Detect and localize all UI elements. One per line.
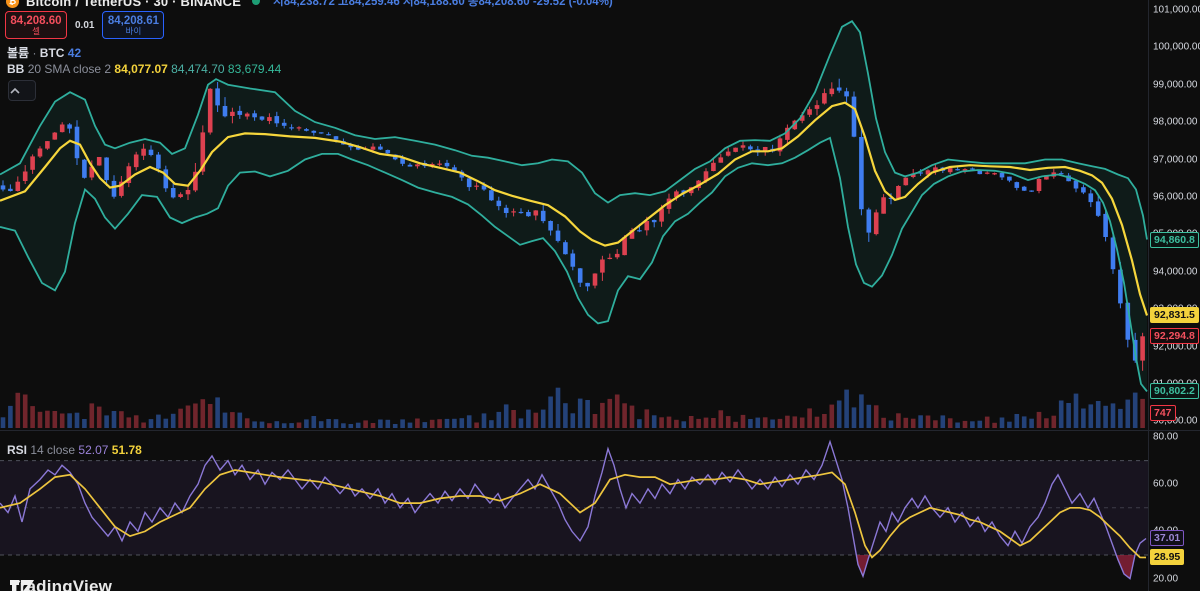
buy-label: 바이 <box>125 25 142 36</box>
axis-price-label: 92,831.5 <box>1150 307 1199 324</box>
bitcoin-icon: ₿ <box>6 0 19 8</box>
sell-price: 84,208.60 <box>10 14 62 27</box>
rsi-tick-label: 60.00 <box>1153 478 1179 490</box>
volume-legend-title: 볼륨 <box>7 46 30 60</box>
main-price-pane[interactable] <box>0 0 1148 430</box>
bb-legend[interactable]: BB 20 SMA close 2 84,077.07 84,474.70 83… <box>7 62 281 76</box>
bb-upper-value: 84,474.70 <box>171 62 225 76</box>
spread-value: 0.01 <box>75 19 95 31</box>
price-tick-label: 90,000.00 <box>1153 415 1198 427</box>
volume-legend-value: 42 <box>67 46 82 60</box>
sell-label: 셀 <box>32 25 40 36</box>
volume-layer <box>0 387 1145 428</box>
axis-price-label: 747 <box>1150 405 1176 421</box>
symbol-header: ₿ Bitcoin / TetherUS · 30 · BINANCE 시84,… <box>6 0 613 9</box>
rsi-legend-params: 14 close <box>30 443 76 457</box>
buy-button[interactable]: 84,208.61 바이 <box>102 11 165 39</box>
order-buttons: 84,208.60 셀 0.01 84,208.61 바이 <box>5 11 165 39</box>
axis-price-label: 90,802.2 <box>1150 383 1199 400</box>
pane-divider[interactable] <box>0 430 1200 431</box>
ohlc-values: 시84,238.72 고84,259.46 저84,188.60 종84,208… <box>273 0 613 8</box>
rsi-pane[interactable] <box>0 431 1148 591</box>
symbol-title[interactable]: Bitcoin / TetherUS · 30 · BINANCE <box>26 0 242 9</box>
chevron-up-icon <box>10 87 20 94</box>
axis-price-label: 92,294.8 <box>1150 327 1199 344</box>
price-tick-label: 96,000.00 <box>1153 191 1198 203</box>
volume-legend-unit: BTC <box>39 46 65 60</box>
rsi-oversold-fill <box>0 555 1148 579</box>
rsi-legend[interactable]: RSI 14 close 52.07 51.78 <box>7 443 142 457</box>
bb-basis-value: 84,077.07 <box>114 62 168 76</box>
volume-legend[interactable]: 볼륨 · BTC 42 <box>7 44 81 61</box>
tradingview-logo[interactable]: TradingView <box>10 577 112 591</box>
price-tick-label: 97,000.00 <box>1153 154 1198 166</box>
buy-price: 84,208.61 <box>107 14 160 27</box>
rsi-ma-value: 51.78 <box>111 443 142 457</box>
bb-lower-value: 83,679.44 <box>227 62 282 76</box>
rsi-legend-title: RSI <box>7 443 28 457</box>
rsi-value: 52.07 <box>78 443 109 457</box>
bb-bands-layer <box>0 20 1148 392</box>
price-axis[interactable]: 101,000.00 100,000.00 99,000.00 98,000.00 97… <box>1148 0 1200 591</box>
axis-price-label: 37.01 <box>1150 530 1185 547</box>
rsi-tick-label: 20.00 <box>1153 573 1179 585</box>
price-tick-label: 98,000.00 <box>1153 116 1198 128</box>
sell-button[interactable]: 84,208.60 셀 <box>5 11 67 39</box>
collapse-pane-button[interactable] <box>8 80 36 101</box>
rsi-ma-line <box>0 469 1147 559</box>
bb-legend-params: 20 SMA close 2 <box>27 62 112 76</box>
rsi-tick-label: 80.00 <box>1153 431 1179 443</box>
price-tick-label: 94,000.00 <box>1153 266 1198 278</box>
axis-price-label: 28.95 <box>1150 549 1185 566</box>
tradingview-mark-icon <box>10 580 34 591</box>
bb-legend-title: BB <box>7 62 25 76</box>
price-tick-label: 99,000.00 <box>1153 79 1198 91</box>
axis-price-label: 94,860.8 <box>1150 231 1199 248</box>
price-tick-label: 101,000.00 <box>1153 4 1200 16</box>
price-tick-label: 100,000.00 <box>1153 41 1200 53</box>
bb-fill-layer <box>0 21 1147 392</box>
volume-legend-sep: · <box>32 46 37 60</box>
bb-basis-line <box>0 101 1148 316</box>
market-status-icon <box>252 0 261 5</box>
candles-layer <box>0 78 1145 371</box>
tradingview-logo-text: TradingView <box>10 577 113 591</box>
rsi-line <box>0 439 1147 580</box>
price-tick-label: 92,000.00 <box>1153 341 1198 353</box>
